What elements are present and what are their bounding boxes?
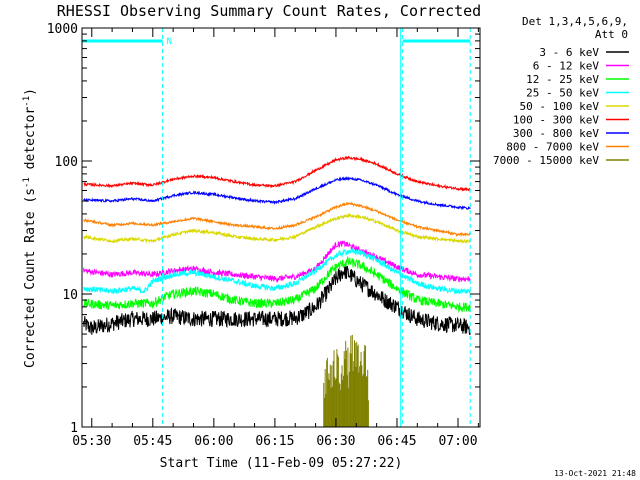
series-line xyxy=(83,240,471,284)
series-3-6-kev xyxy=(83,264,471,336)
series-line xyxy=(83,201,471,237)
series-300-800-kev xyxy=(83,175,471,211)
plot-area: N 1 10 100 1000 05:30 05:45 06:00 06:15 06:30 06… xyxy=(47,22,481,449)
x-tick-label: 05:30 xyxy=(72,434,111,449)
x-tick-label: 07:00 xyxy=(438,434,477,449)
footer-timestamp: 13-Oct-2021 21:48 xyxy=(554,469,636,478)
y-axis-label-mid: detector xyxy=(23,107,38,178)
y-axis-label-sup-1: -1 xyxy=(22,177,32,188)
series-line xyxy=(83,255,471,314)
legend-header-line-1: Det 1,3,4,5,6,9, xyxy=(522,15,628,28)
y-tick-label: 1 xyxy=(70,421,78,436)
legend-entry-label: 50 - 100 keV xyxy=(520,100,600,113)
y-axis-label-sup-2: -1 xyxy=(22,96,32,107)
series-100-300-kev xyxy=(83,155,471,192)
legend-header-line-2: Att 0 xyxy=(595,28,628,41)
series-25-50-kev xyxy=(83,247,471,295)
x-tick-label: 06:00 xyxy=(194,434,233,449)
x-axis-label: Start Time (11-Feb-09 05:27:22) xyxy=(160,456,403,471)
series-6-12-kev xyxy=(83,240,471,284)
legend-entry-label: 800 - 7000 keV xyxy=(506,141,599,154)
series-line xyxy=(83,264,471,336)
legend-entry-label: 25 - 50 keV xyxy=(526,87,599,100)
night-flag-label: N xyxy=(167,37,172,47)
legend-entry-label: 7000 - 15000 keV xyxy=(493,154,599,167)
series-800-7000-kev xyxy=(83,201,471,237)
series-line xyxy=(83,212,471,244)
y-tick-label: 1000 xyxy=(47,22,78,37)
plot-frame xyxy=(81,27,481,428)
legend-entry-label: 100 - 300 keV xyxy=(513,114,599,127)
series-7000-15000-kev xyxy=(323,334,369,427)
y-axis-label: Corrected Count Rate (s-1 detector-1) xyxy=(22,88,38,368)
series-line xyxy=(83,247,471,295)
chart-title: RHESSI Observing Summary Count Rates, Co… xyxy=(57,2,481,20)
x-tick-label: 05:45 xyxy=(133,434,172,449)
series-50-100-kev xyxy=(83,212,471,244)
series-line xyxy=(83,175,471,211)
x-tick-label: 06:30 xyxy=(316,434,355,449)
legend-entry-label: 300 - 800 keV xyxy=(513,127,599,140)
y-axis-label-main: Corrected Count Rate (s xyxy=(23,188,38,368)
x-tick-label: 06:15 xyxy=(255,434,294,449)
series-line xyxy=(83,155,471,192)
legend-entry-label: 12 - 25 keV xyxy=(526,73,599,86)
x-tick-label: 06:45 xyxy=(377,434,416,449)
y-tick-label: 10 xyxy=(62,288,78,303)
series-12-25-kev xyxy=(83,255,471,314)
legend-entry-label: 6 - 12 keV xyxy=(533,60,600,73)
y-axis-label-end: ) xyxy=(23,88,38,96)
y-tick-label: 100 xyxy=(55,155,78,170)
legend-entry-label: 3 - 6 keV xyxy=(539,46,599,59)
